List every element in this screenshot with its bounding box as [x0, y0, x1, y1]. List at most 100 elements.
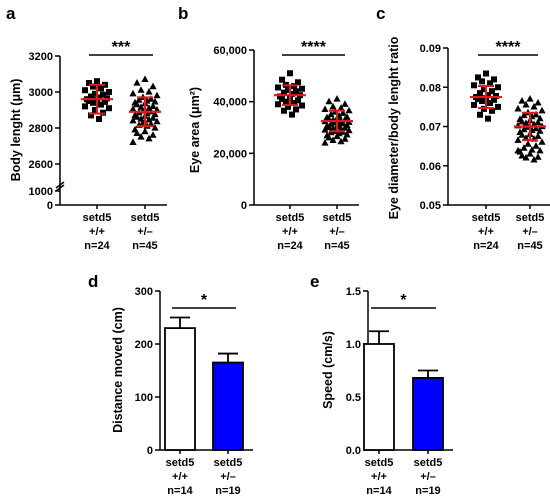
data-point	[341, 135, 349, 142]
data-point	[106, 89, 112, 95]
data-point	[102, 98, 108, 105]
category-label: setd5	[83, 212, 112, 224]
data-point	[133, 129, 141, 136]
data-point	[471, 101, 477, 108]
y-tick-label: 60,000	[213, 45, 247, 57]
y-tick-label: 0	[241, 200, 247, 212]
data-point	[485, 115, 491, 122]
y-tick-label: 3200	[29, 51, 53, 63]
data-point	[321, 105, 329, 113]
category-label: n=14	[366, 485, 392, 497]
data-point	[487, 80, 493, 87]
data-point	[333, 95, 341, 102]
data-point	[479, 97, 485, 104]
data-point	[536, 146, 544, 154]
data-point	[281, 107, 287, 114]
data-point	[534, 153, 542, 160]
data-point	[151, 124, 159, 131]
data-point	[522, 153, 530, 161]
y-tick-label: 2800	[29, 123, 53, 135]
data-point	[295, 97, 301, 104]
data-point	[518, 96, 526, 104]
significance-marker: ***	[112, 39, 131, 56]
category-label: n=45	[132, 240, 157, 252]
data-point	[98, 85, 104, 92]
y-tick-label: 300	[135, 286, 153, 298]
data-point	[514, 146, 522, 154]
data-point	[289, 111, 295, 118]
data-point	[518, 131, 526, 138]
category-label: +/+	[89, 226, 105, 238]
category-label: n=24	[473, 240, 499, 252]
y-tick-label: 100	[135, 392, 153, 404]
data-point	[530, 155, 538, 163]
panel-label-b: b	[178, 4, 188, 23]
data-point	[530, 102, 538, 110]
data-point	[522, 100, 530, 108]
data-point	[141, 127, 149, 135]
data-point	[518, 151, 526, 159]
data-point	[299, 85, 305, 92]
data-point	[534, 118, 542, 126]
data-point	[495, 84, 501, 91]
data-point	[483, 70, 489, 77]
data-point	[485, 92, 491, 99]
data-point	[475, 96, 481, 103]
data-point	[283, 98, 289, 105]
data-point	[149, 114, 157, 121]
data-point	[96, 116, 102, 122]
data-point	[491, 76, 497, 83]
data-point	[526, 95, 534, 102]
y-tick-label: 0.09	[420, 43, 441, 55]
data-point	[477, 90, 483, 97]
category-label: n=45	[324, 240, 349, 252]
data-point	[129, 105, 137, 112]
data-point	[275, 101, 281, 108]
data-point	[90, 83, 96, 90]
y-tick-label: 20,000	[213, 148, 247, 160]
data-point	[325, 133, 333, 141]
y-axis-label: Eye area (μm²)	[188, 87, 202, 173]
data-point	[141, 75, 149, 82]
y-tick-label: 0.05	[420, 200, 441, 212]
data-point	[520, 125, 528, 133]
data-point	[333, 132, 341, 140]
y-tick-label: 0.08	[420, 82, 441, 94]
data-point	[133, 79, 141, 86]
category-label: +/–	[220, 471, 236, 483]
data-point	[337, 137, 345, 145]
bar	[412, 377, 444, 451]
data-point	[534, 98, 542, 106]
data-point	[532, 124, 540, 132]
y-tick-label: 3000	[29, 87, 53, 99]
data-point	[275, 84, 281, 91]
y-tick-label: 2600	[29, 159, 53, 171]
data-point	[534, 132, 542, 139]
data-point	[86, 80, 92, 86]
data-point	[481, 86, 487, 93]
category-label: setd5	[166, 457, 195, 469]
category-label: n=19	[215, 485, 240, 497]
data-point	[477, 111, 483, 118]
data-point	[149, 131, 157, 138]
data-point	[86, 98, 92, 104]
data-point	[285, 103, 291, 110]
data-point	[341, 100, 349, 107]
data-point	[279, 76, 285, 83]
data-point	[339, 109, 347, 116]
data-point	[524, 140, 532, 147]
data-point	[106, 105, 112, 112]
y-axis-label: Eye diameter/body lenght ratio	[387, 36, 401, 219]
data-point	[491, 96, 497, 103]
data-point	[295, 79, 301, 86]
data-point	[522, 134, 530, 141]
data-point	[287, 70, 293, 77]
data-point	[538, 138, 546, 145]
data-point	[145, 88, 153, 95]
data-point	[279, 96, 285, 103]
data-point	[293, 88, 299, 95]
category-label: n=45	[517, 240, 542, 252]
significance-marker: *	[400, 292, 407, 309]
category-label: setd5	[472, 212, 501, 224]
panel-label-e: e	[310, 272, 319, 291]
